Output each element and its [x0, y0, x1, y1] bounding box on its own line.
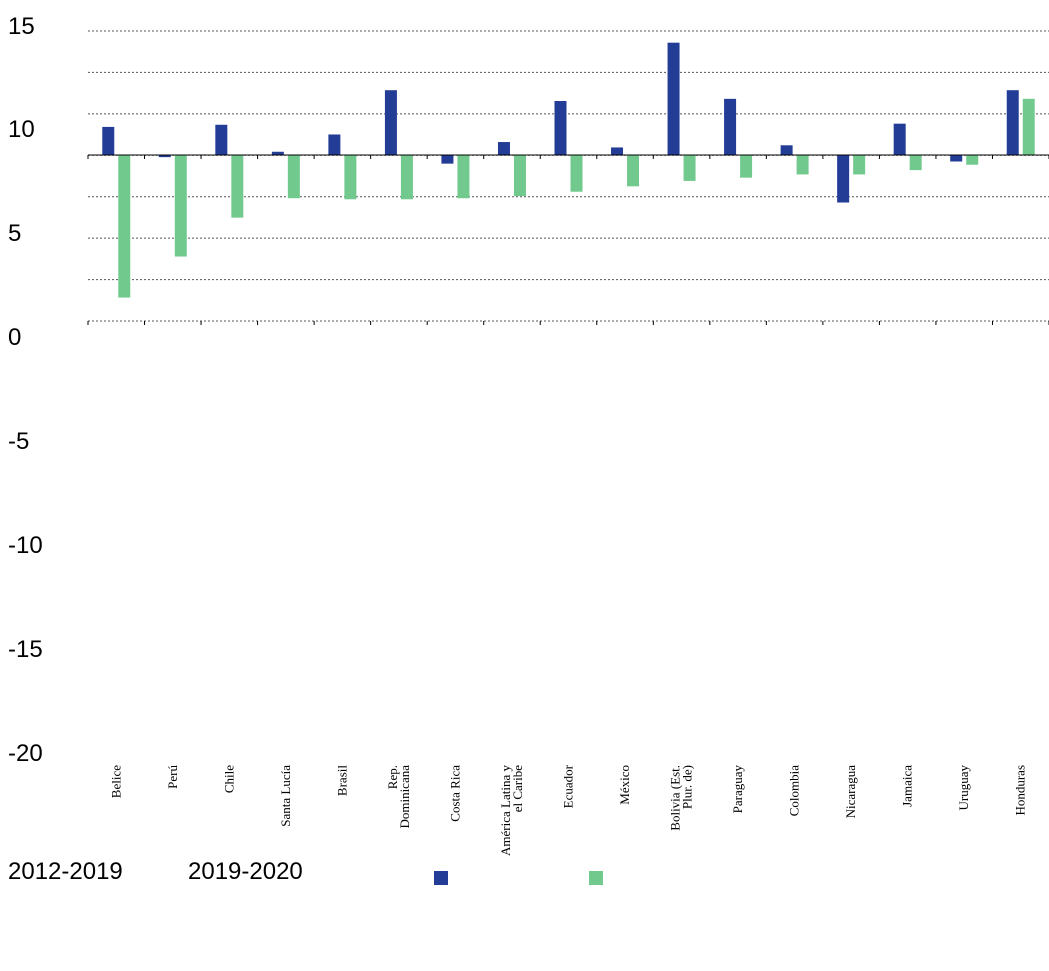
- legend-swatch-series-2: [589, 871, 603, 885]
- y-tick-label: -10: [8, 532, 43, 559]
- y-tick-label: 0: [8, 324, 21, 351]
- bar-series-2: [853, 155, 866, 175]
- bar-series-1: [667, 42, 680, 155]
- x-category-label: Jamaica: [900, 765, 915, 807]
- bar-series-2: [570, 155, 583, 192]
- y-tick-label: 10: [8, 116, 35, 143]
- x-category-label-line: Perú: [165, 765, 180, 789]
- x-category-label-line: Nicaragua: [843, 765, 858, 819]
- bar-series-1: [384, 90, 397, 155]
- bar-series-1: [724, 98, 737, 155]
- bar-series-2: [344, 155, 357, 200]
- bar-series-2: [683, 155, 696, 181]
- x-category-label: Costa Rica: [447, 765, 462, 822]
- bar-series-2: [740, 155, 753, 178]
- bar-series-1: [158, 155, 171, 158]
- bar-series-1: [1006, 90, 1019, 155]
- bar-series-1: [497, 142, 510, 155]
- x-category-label-line: Belice: [108, 765, 123, 798]
- bar-series-1: [554, 101, 567, 155]
- bar-series-2: [400, 155, 413, 200]
- x-category-label: Ecuador: [561, 764, 576, 808]
- bar-series-2: [513, 155, 526, 197]
- x-axis: [87, 154, 1049, 325]
- bar-series-1: [328, 134, 341, 155]
- bar-series-2: [966, 155, 979, 165]
- x-category-label-line: Plur. de): [680, 765, 695, 809]
- y-axis-ticks: 15 10 5 0 -5 -10 -15 -20: [8, 13, 43, 767]
- x-category-label: Colombia: [787, 765, 802, 817]
- x-category-label-line: Bolivia (Est.: [668, 765, 683, 831]
- x-axis-labels: Belice Perú Chile Santa Lucía Brasil Rep.Domi…: [108, 764, 1027, 856]
- y-tick-label: -15: [8, 636, 43, 663]
- x-category-label-line: Colombia: [787, 765, 802, 817]
- x-category-label-line: Rep.: [385, 765, 400, 789]
- x-category-label: México: [617, 765, 632, 805]
- bar-series-1: [215, 124, 228, 155]
- x-category-label: América Latina yel Caribe: [498, 765, 525, 856]
- x-category-label: Chile: [221, 765, 236, 793]
- bar-series-2: [118, 155, 131, 298]
- x-category-label-line: Brasil: [334, 765, 349, 796]
- x-category-label: Honduras: [1013, 765, 1028, 816]
- x-category-label-line: Jamaica: [900, 765, 915, 807]
- bar-series-2: [457, 155, 470, 199]
- bar-series-2: [627, 155, 640, 187]
- x-category-label-line: Paraguay: [730, 765, 745, 814]
- legend-swatch-series-1: [434, 871, 448, 885]
- bar-series-2: [1022, 98, 1035, 155]
- y-tick-label: 5: [8, 220, 21, 247]
- x-category-label: Santa Lucía: [278, 765, 293, 827]
- x-category-label-line: Chile: [221, 765, 236, 793]
- y-tick-label: -20: [8, 740, 43, 767]
- bar-series-2: [796, 155, 809, 175]
- bar-series-1: [950, 155, 963, 162]
- x-category-label-line: Costa Rica: [447, 765, 462, 822]
- bar-series-1: [102, 126, 115, 155]
- bar-series-1: [271, 151, 284, 155]
- x-category-label: Bolivia (Est.Plur. de): [668, 765, 695, 831]
- x-category-label-line: América Latina y: [498, 765, 513, 856]
- x-category-label: Belice: [108, 765, 123, 798]
- bar-series-1: [441, 155, 454, 164]
- bars: [102, 42, 1035, 298]
- x-category-label: Rep.Dominicana: [385, 765, 412, 829]
- x-category-label-line: Honduras: [1013, 765, 1028, 816]
- x-category-label: Paraguay: [730, 765, 745, 814]
- bar-series-2: [909, 155, 922, 171]
- x-category-label-line: el Caribe: [510, 765, 525, 813]
- legend-label-series-1: 2012-2019: [8, 858, 123, 885]
- bar-series-2: [231, 155, 244, 218]
- x-category-label: Perú: [165, 765, 180, 789]
- legend-label-series-2: 2019-2020: [188, 858, 303, 885]
- y-tick-label: -5: [8, 428, 29, 455]
- x-category-label-line: Uruguay: [956, 765, 971, 811]
- bar-series-1: [780, 145, 793, 155]
- y-tick-label: 15: [8, 13, 35, 40]
- bar-series-2: [174, 155, 187, 257]
- bar-series-2: [287, 155, 300, 199]
- x-category-label-line: Ecuador: [561, 764, 576, 808]
- x-category-label-line: Dominicana: [397, 765, 412, 829]
- x-category-label: Brasil: [334, 765, 349, 796]
- x-category-label: Nicaragua: [843, 765, 858, 819]
- x-category-label: Uruguay: [956, 765, 971, 811]
- bar-series-1: [611, 147, 624, 155]
- x-category-label-line: México: [617, 765, 632, 805]
- x-category-label-line: Santa Lucía: [278, 765, 293, 827]
- bar-series-1: [837, 155, 850, 203]
- bar-series-1: [893, 123, 906, 155]
